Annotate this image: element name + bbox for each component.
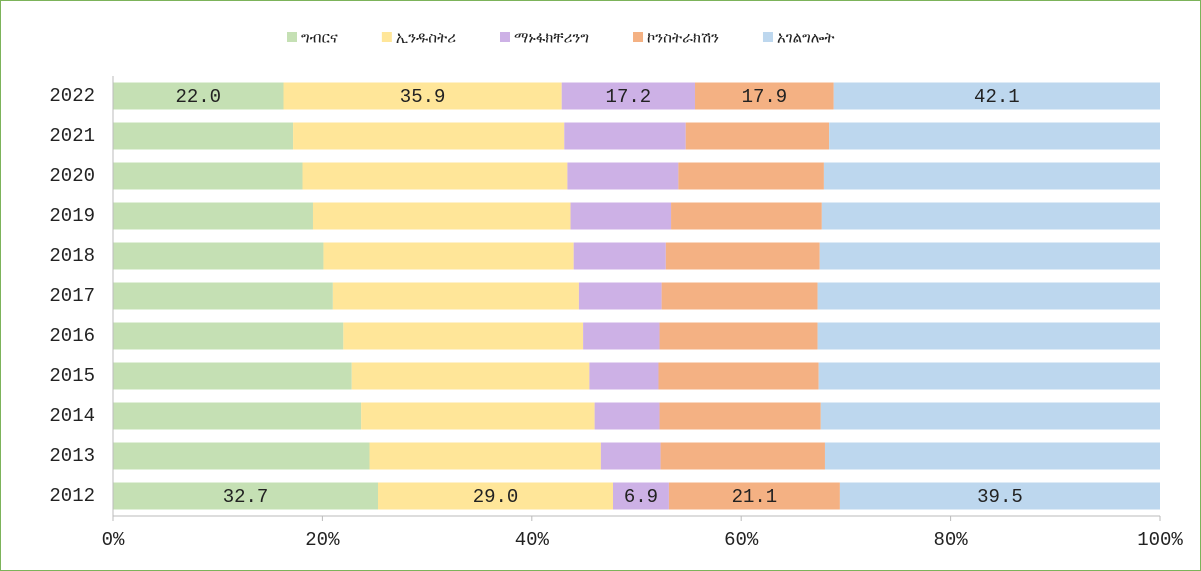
bar-segment (113, 282, 333, 310)
x-tick-label: 100% (1137, 529, 1183, 551)
bar-segment (659, 322, 818, 350)
y-tick-label: 2022 (49, 85, 95, 107)
legend-label: ግብርና (301, 29, 338, 47)
legend-swatch (287, 32, 297, 42)
bar-segment (369, 442, 601, 470)
data-label: 17.9 (742, 86, 788, 108)
bar-segment (661, 282, 818, 310)
y-tick-label: 2016 (49, 325, 95, 347)
bar-segment (839, 482, 1160, 510)
data-label: 32.7 (223, 486, 269, 508)
bar-segment (817, 282, 1160, 310)
bar-segment (113, 362, 352, 390)
bar-segment (113, 482, 378, 510)
bar-segment (658, 362, 819, 390)
legend-label: አገልግሎት (777, 29, 835, 47)
bar-segment (570, 202, 672, 230)
x-tick-label: 80% (933, 529, 968, 551)
bar-segment (685, 122, 830, 150)
bar-segment (283, 82, 562, 110)
bar-segment (817, 322, 1160, 350)
legend-label: ኢንዱስትሪ (396, 29, 456, 47)
bar-segment (612, 482, 669, 510)
bar-segment (589, 362, 659, 390)
legend-swatch (500, 32, 510, 42)
y-tick-label: 2015 (49, 365, 95, 387)
data-label: 42.1 (974, 86, 1020, 108)
data-label: 39.5 (977, 486, 1023, 508)
y-tick-label: 2013 (49, 445, 95, 467)
bar-segment (113, 162, 303, 190)
data-label: 35.9 (400, 86, 446, 108)
bar-segment (113, 242, 324, 270)
data-label: 17.2 (606, 86, 652, 108)
bar-segment (361, 402, 595, 430)
x-tick-label: 0% (102, 529, 125, 551)
data-label: 6.9 (624, 486, 658, 508)
data-label: 21.1 (732, 486, 778, 508)
bar-segment (323, 242, 574, 270)
bar-segment (818, 362, 1160, 390)
bar-segment (833, 82, 1160, 110)
bar-segment (302, 162, 568, 190)
x-tick-label: 20% (305, 529, 340, 551)
legend-label: ማኑፋክቸሪንግ (514, 29, 589, 48)
y-tick-label: 2020 (49, 165, 95, 187)
y-tick-label: 2018 (49, 245, 95, 267)
bar-segment (312, 202, 571, 230)
bar-segment (113, 202, 313, 230)
y-tick-label: 2017 (49, 285, 95, 307)
bar-segment (573, 242, 666, 270)
y-tick-label: 2019 (49, 205, 95, 227)
bar-segment (665, 242, 820, 270)
bar-segment (820, 402, 1160, 430)
bar-segment (583, 322, 660, 350)
bar-segment (819, 242, 1160, 270)
bar-segment (113, 442, 370, 470)
bar-segment (578, 282, 662, 310)
x-tick-label: 40% (515, 529, 550, 551)
bar-segment (567, 162, 679, 190)
bar-segment (113, 122, 294, 150)
bar-segment (668, 482, 840, 510)
legend-swatch (381, 32, 392, 42)
y-tick-label: 2014 (49, 405, 95, 427)
x-tick-label: 60% (724, 529, 759, 551)
bar-segment (377, 482, 613, 510)
bar-segment (594, 402, 660, 430)
bar-segment (829, 122, 1160, 150)
bar-segment (113, 322, 344, 350)
legend-swatch (762, 32, 773, 42)
bar-segment (343, 322, 584, 350)
bar-segment (823, 162, 1160, 190)
y-tick-label: 2021 (49, 125, 95, 147)
legend-label: ኮንስትራክሽን (647, 29, 719, 47)
bar-segment (824, 442, 1160, 470)
bar-segment (600, 442, 661, 470)
data-label: 22.0 (175, 86, 221, 108)
data-label: 29.0 (473, 486, 519, 508)
bar-segment (332, 282, 579, 310)
bar-segment (659, 402, 821, 430)
bar-segment (695, 82, 834, 110)
y-tick-label: 2012 (49, 485, 95, 507)
bar-segment (660, 442, 825, 470)
bar-segment (113, 82, 284, 110)
bar-segment (293, 122, 565, 150)
bar-segment (113, 402, 362, 430)
bar-segment (821, 202, 1160, 230)
bar-segment (671, 202, 822, 230)
bar-segment (678, 162, 824, 190)
bar-segment (561, 82, 696, 110)
legend-swatch (633, 32, 644, 42)
bar-segment (351, 362, 590, 390)
bar-segment (564, 122, 686, 150)
